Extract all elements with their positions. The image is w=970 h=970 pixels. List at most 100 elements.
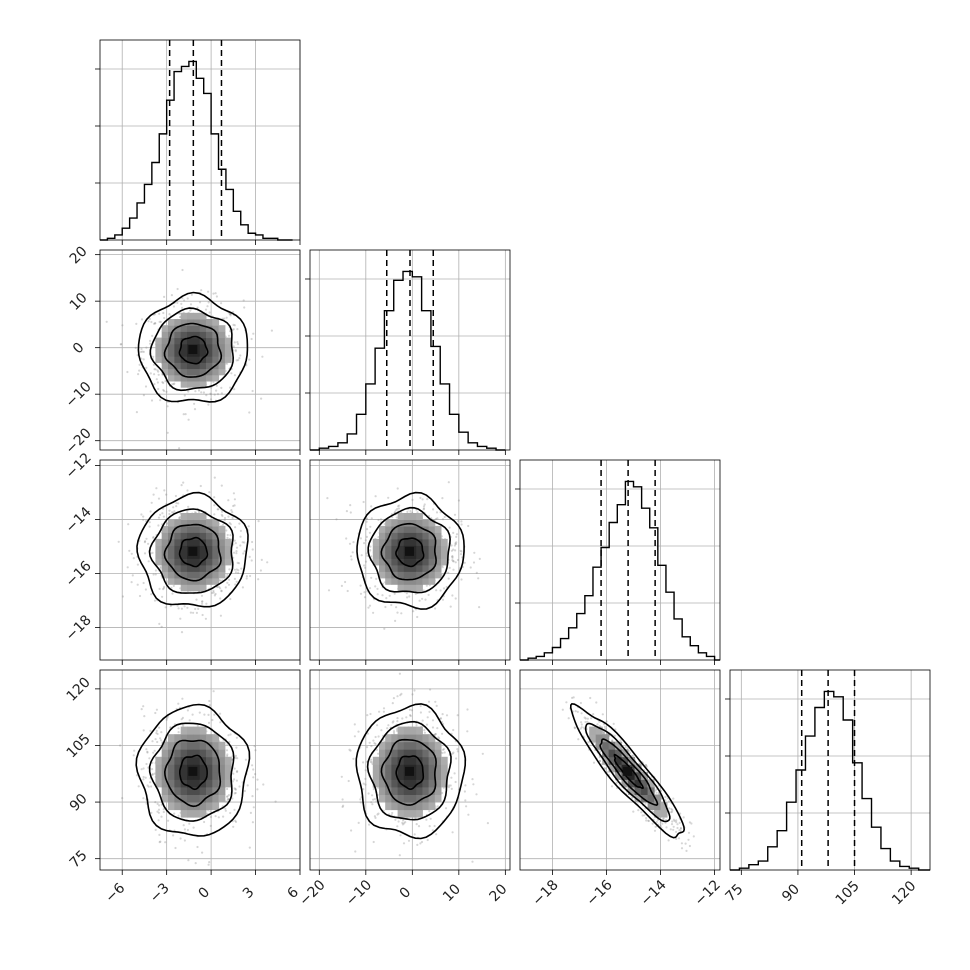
scatter-point	[189, 303, 193, 306]
scatter-point	[384, 605, 387, 609]
scatter-point	[162, 587, 165, 590]
density-cell	[168, 771, 175, 780]
scatter-point	[643, 814, 646, 817]
scatter-point	[253, 745, 256, 748]
scatter-point	[441, 518, 445, 521]
scatter-point	[595, 701, 598, 704]
density-cell	[422, 779, 430, 788]
scatter-point	[162, 810, 165, 814]
scatter-point	[212, 591, 215, 594]
density-cell	[168, 734, 175, 743]
scatter-point	[447, 571, 450, 574]
density-cell	[187, 558, 194, 566]
scatter-point	[574, 710, 577, 713]
density-cell	[199, 741, 207, 750]
scatter-point	[398, 672, 401, 675]
density-cell	[155, 356, 163, 363]
scatter-point	[207, 301, 210, 304]
scatter-point	[460, 523, 463, 526]
scatter-point	[233, 551, 236, 554]
scatter-point	[182, 724, 185, 727]
scatter-point	[151, 334, 154, 337]
scatter-point	[164, 380, 167, 383]
scatter-point	[406, 510, 409, 513]
density-cell	[206, 558, 213, 566]
density-cell	[410, 571, 417, 579]
scatter-point	[208, 861, 211, 864]
density-cell	[206, 368, 213, 376]
scatter-point	[393, 592, 396, 595]
scatter-point	[232, 504, 235, 508]
scatter-point	[184, 413, 187, 416]
density-cell	[168, 794, 175, 803]
scatter-point	[209, 810, 212, 813]
density-cell	[193, 319, 201, 326]
density-cell	[187, 532, 194, 540]
scatter-point	[250, 559, 253, 562]
scatter-point	[447, 577, 450, 580]
density-cell	[180, 325, 188, 332]
scatter-point	[429, 688, 432, 691]
density-cell	[180, 564, 188, 572]
scatter-point	[448, 526, 451, 529]
scatter-point	[680, 847, 684, 850]
density-cell	[212, 551, 220, 559]
scatter-point	[167, 819, 170, 822]
scatter-point	[432, 508, 435, 511]
density-cell	[218, 362, 226, 370]
scatter-point	[229, 314, 232, 317]
density-cell	[168, 538, 175, 546]
density-cell	[416, 787, 423, 795]
scatter-point	[126, 566, 129, 569]
density-cell	[212, 343, 220, 351]
scatter-point	[142, 705, 145, 708]
scatter-point	[452, 560, 455, 563]
scatter-point	[359, 801, 362, 804]
density-cell	[416, 564, 423, 572]
density-cell	[187, 584, 194, 592]
scatter-point	[465, 805, 468, 808]
density-cell	[199, 525, 207, 533]
density-cell	[161, 356, 169, 363]
scatter-point	[240, 567, 243, 570]
panel-frame	[99, 39, 301, 241]
scatter-point	[368, 531, 371, 534]
scatter-point	[234, 756, 237, 760]
scatter-point	[441, 566, 444, 569]
scatter-point	[377, 518, 380, 522]
density-cell	[441, 538, 448, 546]
scatter-point	[363, 542, 366, 545]
scatter-point	[441, 748, 445, 751]
scatter-point	[235, 568, 238, 571]
density-cell	[379, 787, 386, 795]
scatter-point	[676, 826, 679, 830]
density-cell	[218, 350, 226, 357]
density-cell	[199, 545, 207, 553]
scatter-point	[382, 707, 386, 710]
scatter-point	[456, 558, 460, 562]
density-cell	[397, 571, 405, 579]
density-cell	[174, 551, 182, 559]
scatter-point	[180, 302, 183, 305]
scatter-point	[126, 370, 129, 374]
density-cell	[180, 525, 188, 533]
scatter-point	[213, 476, 216, 479]
scatter-point	[163, 585, 166, 589]
scatter-point	[226, 573, 229, 577]
scatter-point	[231, 516, 234, 520]
scatter-point	[179, 837, 182, 840]
density-cell	[441, 764, 448, 773]
density-cell	[168, 564, 175, 572]
density-cell	[441, 551, 448, 559]
scatter-point	[245, 364, 248, 367]
scatter-point	[204, 308, 208, 311]
scatter-point	[177, 607, 180, 610]
scatter-point	[128, 549, 131, 552]
scatter-point	[397, 507, 401, 510]
density-cell	[422, 734, 430, 743]
density-cell	[199, 558, 207, 566]
density-cell	[441, 545, 448, 553]
density-cell	[212, 532, 220, 540]
scatter-point	[172, 584, 175, 588]
